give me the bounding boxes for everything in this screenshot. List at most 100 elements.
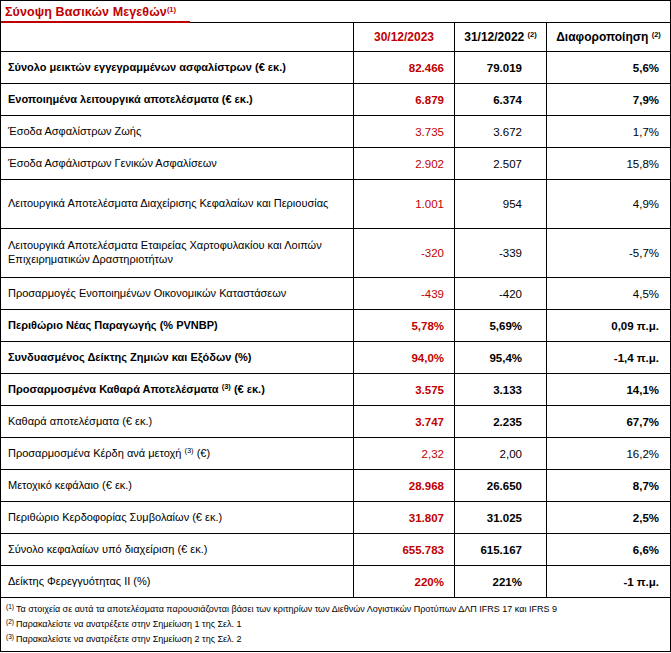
table-row: Σύνολο μεικτών εγγεγραμμένων ασφαλίστρων… [1, 52, 671, 84]
row-label-cell: Λειτουργικά Αποτελέσματα Διαχείρισης Κεφ… [1, 180, 354, 229]
row-label: Περιθώριο Νέας Παραγωγής (% PVNBP) [8, 319, 218, 331]
row-label: Δείκτης Φερεγγυότητας II (%) [8, 575, 150, 587]
row-label: Καθαρά αποτελέσματα (€ εκ.) [8, 415, 152, 427]
table-row: Περιθώριο Κερδοφορίας Συμβολαίων (€ εκ.)… [1, 502, 671, 534]
row-label-cell: Προσαρμοσμένα Καθαρά Αποτελέσματα (3) (€… [1, 374, 354, 406]
value-diff-cell: 2,5% [547, 502, 671, 534]
value-2022-cell: 221% [455, 566, 547, 598]
value-2022-cell: -420 [455, 278, 547, 310]
header-diff-label: Διαφοροποίηση [556, 30, 648, 44]
page-title: Σύνοψη Βασικών Μεγεθών [5, 5, 167, 19]
table-row: Περιθώριο Νέας Παραγωγής (% PVNBP) 5,78%… [1, 310, 671, 342]
row-label-cell: Έσοδα Ασφάλιστρων Γενικών Ασφαλίσεων [1, 148, 354, 180]
header-2022-superscript: (2) [528, 30, 537, 39]
value-diff-cell: 1,7% [547, 116, 671, 148]
row-label: Προσαρμογές Ενοποιημένων Οικονομικών Κατ… [8, 287, 286, 299]
value-diff-cell: 6,6% [547, 534, 671, 566]
value-2022-cell: 79.019 [455, 52, 547, 84]
title-underline [1, 21, 190, 23]
row-label-superscript: (3) [184, 446, 193, 455]
value-2023-cell: 3.747 [354, 406, 455, 438]
value-2023-cell: 2,32 [354, 438, 455, 470]
row-label: Έσοδα Ασφάλιστρων Γενικών Ασφαλίσεων [8, 157, 217, 169]
row-label: Λειτουργικά Αποτελέσματα Εταιρείας Χαρτο… [8, 239, 322, 265]
value-diff-cell: 0,09 π.μ. [547, 310, 671, 342]
header-2023-cell: 30/12/2023 [354, 23, 455, 52]
title-cell: Σύνοψη Βασικών Μεγεθών(1) [1, 1, 671, 23]
footnote-1-marker: (1) [6, 603, 16, 610]
footnotes-cell: (1)Τα στοιχεία σε αυτά τα αποτελέσματα π… [1, 598, 671, 652]
row-label-cell: Προσαρμοσμένα Κέρδη ανά μετοχή (3) (€) [1, 438, 354, 470]
row-label: Σύνολο κεφαλαίων υπό διαχείριση (€ εκ.) [8, 543, 207, 555]
row-label-suffix: (€ εκ.) [231, 383, 265, 395]
value-2023-cell: 5,78% [354, 310, 455, 342]
row-label-cell: Λειτουργικά Αποτελέσματα Εταιρείας Χαρτο… [1, 229, 354, 278]
row-label: Μετοχικό κεφάλαιο (€ εκ.) [8, 479, 132, 491]
table-row: Δείκτης Φερεγγυότητας II (%) 220% 221% -… [1, 566, 671, 598]
row-label: Ενοποιημένα λειτουργικά αποτελέσματα (€ … [8, 93, 253, 105]
row-label: Σύνολο μεικτών εγγεγραμμένων ασφαλίστρων… [8, 61, 286, 73]
value-diff-cell: 14,1% [547, 374, 671, 406]
value-2023-cell: -320 [354, 229, 455, 278]
row-label-cell: Μετοχικό κεφάλαιο (€ εκ.) [1, 470, 354, 502]
value-diff-cell: -1 π.μ. [547, 566, 671, 598]
value-2022-cell: 5,69% [455, 310, 547, 342]
table-row: Προσαρμοσμένα Καθαρά Αποτελέσματα (3) (€… [1, 374, 671, 406]
value-2023-cell: 82.466 [354, 52, 455, 84]
value-2023-cell: 3.575 [354, 374, 455, 406]
value-2022-cell: 3.672 [455, 116, 547, 148]
footnote-3-marker: (3) [6, 633, 16, 640]
value-2023-cell: 94,0% [354, 342, 455, 374]
value-diff-cell: -1,4 π.μ. [547, 342, 671, 374]
value-diff-cell: 16,2% [547, 438, 671, 470]
header-2022-label: 31/12/2022 [464, 30, 524, 44]
table-row: Έσοδα Ασφαλίστρων Ζωής 3.735 3.672 1,7% [1, 116, 671, 148]
footnote-3: (3)Παρακαλείστε να ανατρέξετε στην Σημεί… [6, 632, 664, 647]
value-diff-cell: 8,7% [547, 470, 671, 502]
footnote-2-text: Παρακαλείστε να ανατρέξετε στην Σημείωση… [16, 619, 242, 629]
row-label-suffix: (€) [194, 447, 211, 459]
title-row: Σύνοψη Βασικών Μεγεθών(1) [1, 1, 671, 23]
value-2022-cell: -339 [455, 229, 547, 278]
row-label-cell: Ενοποιημένα λειτουργικά αποτελέσματα (€ … [1, 84, 354, 116]
value-2022-cell: 3.133 [455, 374, 547, 406]
table-row: Προσαρμοσμένα Κέρδη ανά μετοχή (3) (€) 2… [1, 438, 671, 470]
table-row: Ενοποιημένα λειτουργικά αποτελέσματα (€ … [1, 84, 671, 116]
table-row: Λειτουργικά Αποτελέσματα Εταιρείας Χαρτο… [1, 229, 671, 278]
header-diff-cell: Διαφοροποίηση (2) [547, 23, 671, 52]
header-label-cell [1, 23, 354, 52]
table-row: Προσαρμογές Ενοποιημένων Οικονομικών Κατ… [1, 278, 671, 310]
row-label: Λειτουργικά Αποτελέσματα Διαχείρισης Κεφ… [8, 197, 328, 209]
value-2023-cell: -439 [354, 278, 455, 310]
header-diff-superscript: (2) [652, 30, 661, 39]
value-2022-cell: 95,4% [455, 342, 547, 374]
key-figures-table: Σύνοψη Βασικών Μεγεθών(1) 30/12/2023 31/… [0, 0, 671, 652]
footnote-2: (2)Παρακαλείστε να ανατρέξετε στην Σημεί… [6, 617, 664, 632]
header-2022-cell: 31/12/2022 (2) [455, 23, 547, 52]
value-2023-cell: 2.902 [354, 148, 455, 180]
title-superscript: (1) [167, 5, 176, 14]
header-2023-label: 30/12/2023 [374, 30, 434, 44]
table-row: Συνδυασμένος Δείκτης Ζημιών και Εξόδων (… [1, 342, 671, 374]
row-label: Προσαρμοσμένα Καθαρά Αποτελέσματα [8, 383, 222, 395]
header-row: 30/12/2023 31/12/2022 (2) Διαφοροποίηση … [1, 23, 671, 52]
row-label-cell: Περιθώριο Κερδοφορίας Συμβολαίων (€ εκ.) [1, 502, 354, 534]
row-label-cell: Έσοδα Ασφαλίστρων Ζωής [1, 116, 354, 148]
value-diff-cell: 15,8% [547, 148, 671, 180]
row-label: Συνδυασμένος Δείκτης Ζημιών και Εξόδων (… [8, 351, 252, 363]
value-diff-cell: 7,9% [547, 84, 671, 116]
value-2022-cell: 31.025 [455, 502, 547, 534]
row-label: Περιθώριο Κερδοφορίας Συμβολαίων (€ εκ.) [8, 511, 222, 523]
value-2023-cell: 28.968 [354, 470, 455, 502]
value-diff-cell: -5,7% [547, 229, 671, 278]
row-label-cell: Σύνολο κεφαλαίων υπό διαχείριση (€ εκ.) [1, 534, 354, 566]
table-body: Σύνολο μεικτών εγγεγραμμένων ασφαλίστρων… [1, 52, 671, 598]
table-row: Καθαρά αποτελέσματα (€ εκ.) 3.747 2.235 … [1, 406, 671, 438]
row-label-cell: Σύνολο μεικτών εγγεγραμμένων ασφαλίστρων… [1, 52, 354, 84]
footnote-1: (1)Τα στοιχεία σε αυτά τα αποτελέσματα π… [6, 602, 664, 617]
footnote-2-marker: (2) [6, 618, 16, 625]
value-2023-cell: 655.783 [354, 534, 455, 566]
footnotes-row: (1)Τα στοιχεία σε αυτά τα αποτελέσματα π… [1, 598, 671, 652]
value-2022-cell: 954 [455, 180, 547, 229]
value-2022-cell: 2,00 [455, 438, 547, 470]
